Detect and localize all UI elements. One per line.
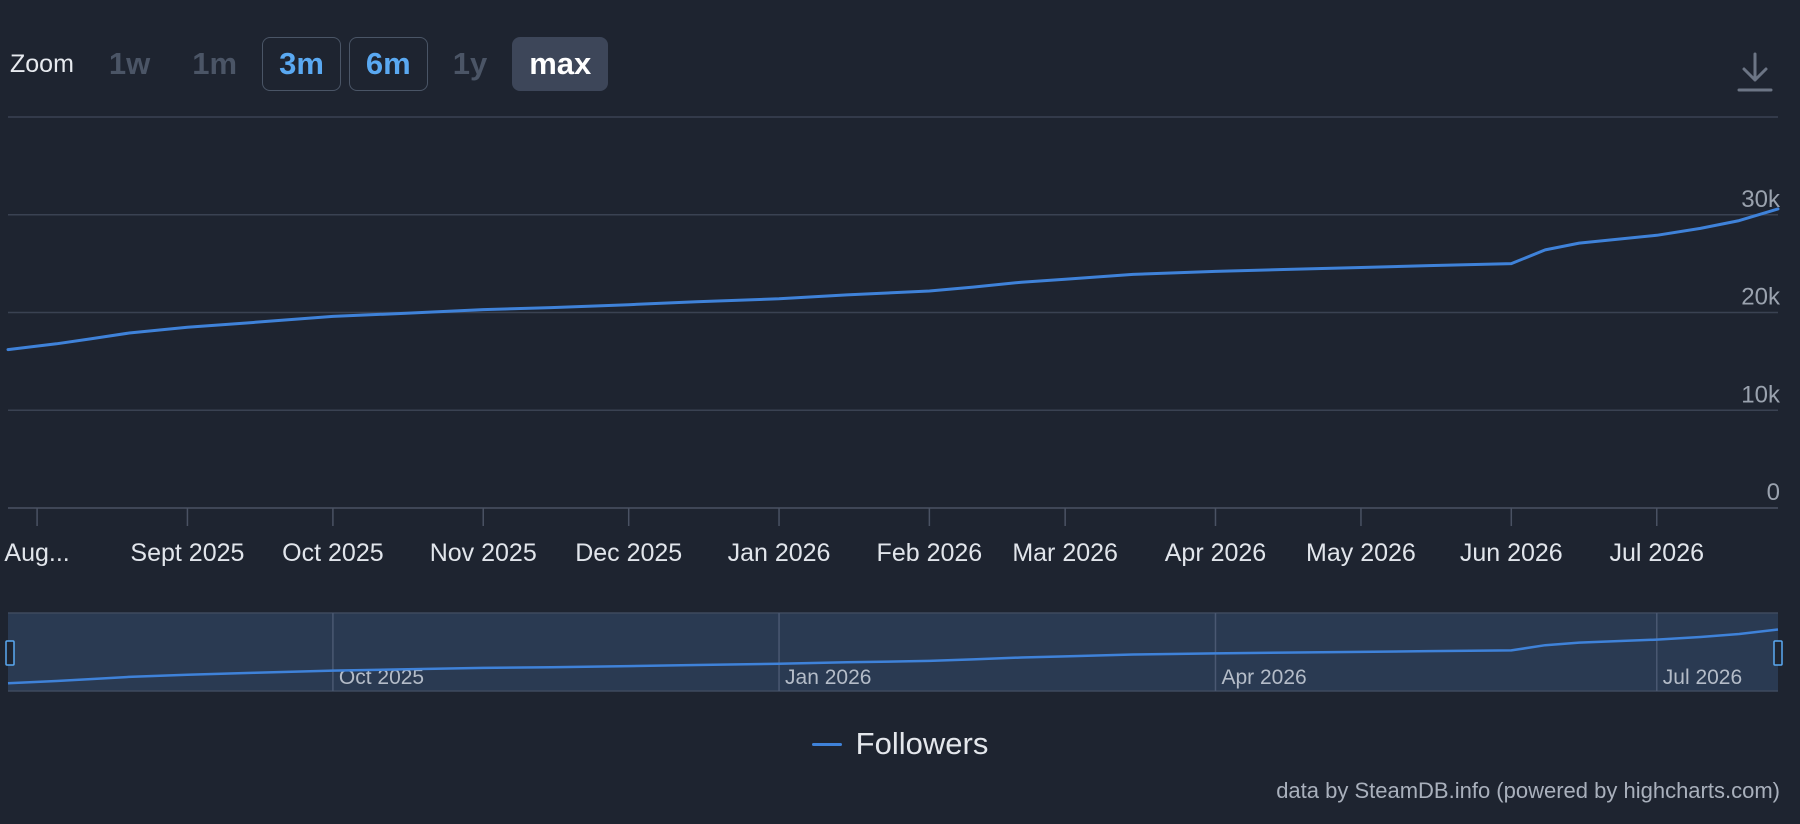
series-layer [6,207,1780,352]
x-tick-label: Jul 2026 [1610,539,1705,567]
navigator-series-line [7,628,1779,685]
x-tick-label: Aug... [4,539,69,567]
y-tick-label: 30k [1741,186,1781,213]
y-axis-labels: 0 10k 20k 30k [1741,186,1781,506]
zoom-1m-button[interactable]: 1m [192,46,238,81]
x-axis: Aug... Sept 2025 Oct 2025 Nov 2025 Dec 2025 J… [4,507,1778,567]
legend: Followers [0,726,1800,762]
grid-lines [8,116,1778,411]
x-tick-label: Nov 2025 [430,539,537,567]
y-tick-label: 20k [1741,284,1781,311]
navigator-selection [8,613,1778,691]
legend-item-followers[interactable]: Followers [811,726,989,762]
zoom-6m-button[interactable]: 6m [348,37,428,91]
download-icon[interactable] [1735,50,1775,94]
x-tick-label: Dec 2025 [575,539,682,567]
zoom-1w-button[interactable]: 1w [108,46,151,81]
x-tick-label: May 2026 [1306,539,1416,567]
x-tick-label: Jun 2026 [1460,539,1563,567]
navigator-right-handle[interactable] [1773,640,1783,666]
navigator-x-label: Apr 2026 [1221,666,1306,689]
x-tick-label: Mar 2026 [1012,539,1118,567]
y-tick-label: 0 [1767,479,1780,506]
zoom-max-button[interactable]: max [512,37,609,91]
x-tick-label: Apr 2026 [1165,539,1266,567]
navigator-left-handle[interactable] [5,640,15,666]
y-tick-label: 10k [1741,381,1781,408]
x-tick-label: Feb 2026 [877,539,983,567]
navigator: Oct 2025 Jan 2026 Apr 2026 Jul 2026 [5,612,1783,692]
zoom-bar: Zoom 1w 1m 3m 6m 1y max [10,36,616,92]
navigator-x-label: Oct 2025 [339,666,424,689]
navigator-x-label: Jan 2026 [785,666,871,689]
followers-series-line [6,207,1780,352]
legend-label: Followers [855,726,989,761]
legend-line-swatch [811,742,842,746]
x-tick-label: Sept 2025 [130,539,244,567]
zoom-1y-button[interactable]: 1y [452,46,488,81]
zoom-label: Zoom [10,49,74,78]
x-tick-label: Jan 2026 [728,539,831,567]
credits-link[interactable]: data by SteamDB.info (powered by highcha… [1276,778,1780,803]
navigator-x-label: Jul 2026 [1663,666,1742,689]
x-tick-label: Oct 2025 [282,539,383,567]
zoom-3m-button[interactable]: 3m [262,37,341,91]
